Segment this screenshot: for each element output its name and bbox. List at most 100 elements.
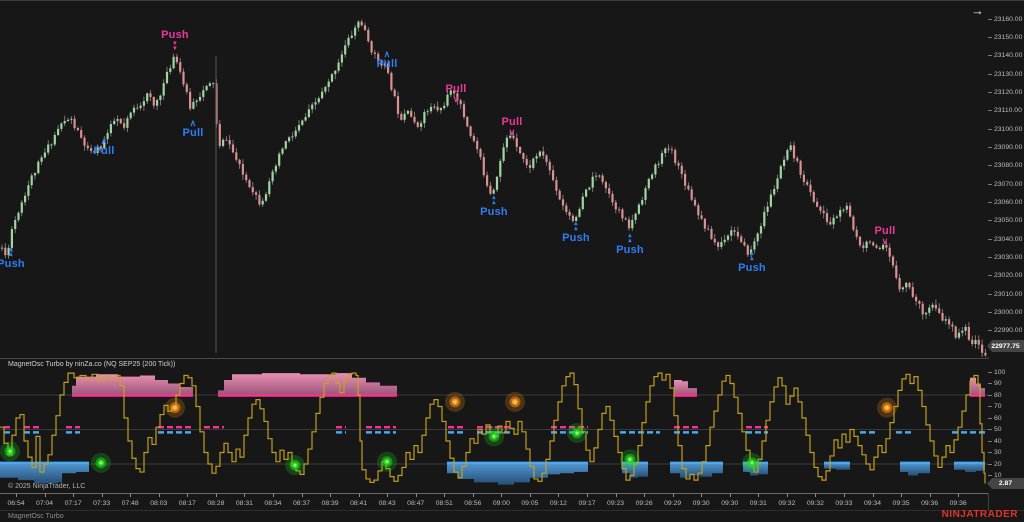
price-tick-label: 23060.00 bbox=[988, 199, 1024, 207]
time-tick bbox=[729, 493, 731, 497]
price-tick-label: 23110.00 bbox=[988, 107, 1024, 115]
oversold-line bbox=[900, 461, 930, 465]
price-tick-label: 23130.00 bbox=[988, 70, 1024, 78]
time-tick bbox=[16, 493, 17, 497]
signal-label: Push bbox=[738, 262, 766, 274]
price-tick-label: 23050.00 bbox=[988, 217, 1024, 225]
double-arrow-down-icon: ▾ ▾ bbox=[173, 40, 177, 52]
time-tick bbox=[815, 493, 817, 497]
time-tick-label: 08:43 bbox=[378, 500, 396, 507]
price-tick-label: 23100.00 bbox=[988, 125, 1024, 133]
time-tick-label: 09:32 bbox=[806, 500, 824, 507]
time-tick bbox=[786, 493, 788, 497]
overbought-band bbox=[218, 373, 397, 396]
signal-label: Push bbox=[0, 258, 25, 270]
price-tick-label: 23040.00 bbox=[988, 235, 1024, 243]
time-tick-label: 09:23 bbox=[607, 500, 625, 507]
time-tick-label: 07:17 bbox=[64, 500, 82, 507]
oversold-line bbox=[447, 461, 588, 465]
oversold-band bbox=[900, 462, 930, 476]
time-tick-label: 09:33 bbox=[835, 500, 853, 507]
time-tick bbox=[587, 493, 588, 497]
green-signal-dot bbox=[484, 426, 504, 447]
chevron-up-icon: ∧ bbox=[189, 118, 197, 128]
pull-signal: Pull ∨ bbox=[501, 116, 523, 137]
price-tick-label: 23160.00 bbox=[988, 15, 1024, 23]
indicator-label: MagnetOsc Turbo by ninZa.co (NQ SEP25 (2… bbox=[8, 361, 176, 368]
time-tick-label: 09:29 bbox=[664, 500, 682, 507]
time-tick-label: 09:34 bbox=[863, 500, 882, 507]
signal-label: Pull bbox=[501, 116, 523, 128]
overbought-band bbox=[674, 380, 697, 396]
green-signal-dot bbox=[620, 449, 640, 470]
copyright-text: © 2025 NinjaTrader, LLC bbox=[8, 483, 86, 490]
chevron-up-icon: ∧ bbox=[383, 49, 391, 59]
push-signal: ▴▴Push bbox=[616, 233, 644, 256]
price-axis[interactable]: 23160.00 23150.00 23140.00 23130.00 23120.00… bbox=[988, 1, 1024, 357]
oscillator-tick-label: 70 bbox=[988, 403, 1024, 411]
double-arrow-up-icon: ▴ ▴ bbox=[750, 250, 754, 262]
double-arrow-up-icon: ▴ ▴ bbox=[9, 246, 13, 258]
time-tick bbox=[73, 493, 75, 497]
time-tick bbox=[644, 493, 646, 497]
time-tick bbox=[929, 493, 931, 497]
candles bbox=[0, 19, 987, 357]
time-tick bbox=[387, 493, 389, 497]
oscillator-tick-label: 60 bbox=[988, 414, 1024, 422]
oversold-line bbox=[670, 461, 723, 465]
overbought-line bbox=[72, 394, 193, 397]
time-tick-label: 08:51 bbox=[435, 500, 453, 507]
time-tick bbox=[701, 493, 703, 497]
overbought-line bbox=[674, 394, 697, 397]
candlestick-chart[interactable] bbox=[0, 1, 988, 357]
chevron-down-icon: ∨ bbox=[508, 127, 516, 137]
oscillator-tick-label: 20 bbox=[988, 460, 1024, 468]
overbought-line bbox=[970, 394, 985, 397]
time-tick-label: 08:39 bbox=[321, 500, 339, 507]
orange-signal-dot bbox=[445, 391, 465, 412]
time-tick bbox=[244, 493, 246, 497]
time-tick-label: 09:30 bbox=[692, 500, 710, 507]
indicator-tab[interactable]: MagnetOsc Turbo bbox=[8, 513, 64, 520]
time-tick-label: 07:48 bbox=[121, 500, 139, 507]
price-tick-label: 23090.00 bbox=[988, 143, 1024, 151]
panel-separator[interactable] bbox=[0, 358, 988, 359]
green-signal-dot bbox=[567, 422, 587, 443]
oscillator-chart[interactable] bbox=[0, 359, 988, 494]
time-tick-label: 09:36 bbox=[921, 500, 939, 507]
oversold-band bbox=[670, 462, 723, 478]
time-tick bbox=[44, 493, 46, 497]
go-to-latest-icon[interactable]: → bbox=[971, 3, 984, 18]
time-tick bbox=[672, 493, 674, 497]
price-tick-label: 23150.00 bbox=[988, 33, 1024, 41]
oscillator-axis[interactable]: 100 90 80 70 60 50 40 30 20 10 bbox=[988, 359, 1024, 493]
orange-signal-dot bbox=[877, 397, 897, 418]
signal-label: Pull bbox=[874, 225, 896, 237]
time-tick-label: 09:00 bbox=[492, 500, 510, 507]
time-tick-label: 09:35 bbox=[892, 500, 910, 507]
green-signal-dot bbox=[91, 452, 111, 473]
time-tick bbox=[301, 493, 303, 497]
double-arrow-up-icon: ▴ ▴ bbox=[628, 232, 632, 244]
time-tick-label: 09:36 bbox=[949, 500, 967, 507]
time-tick-label: 09:30 bbox=[721, 500, 739, 507]
time-tick-label: 09:12 bbox=[549, 500, 567, 507]
push-signal: ▴▴Push bbox=[738, 251, 766, 274]
overbought-band bbox=[970, 377, 985, 396]
overbought-band bbox=[72, 374, 193, 396]
push-signal: ▴▴Push bbox=[562, 221, 590, 244]
time-tick bbox=[529, 493, 531, 497]
time-tick-label: 08:41 bbox=[350, 500, 368, 507]
oversold-band bbox=[954, 462, 985, 473]
time-tick bbox=[615, 493, 617, 497]
oversold-line bbox=[622, 461, 648, 465]
oversold-band bbox=[0, 462, 89, 484]
pull-signal: ∧ Pull bbox=[376, 49, 398, 71]
pull-signal: ∧ Pull bbox=[94, 136, 115, 158]
chevron-up-icon: ∧ bbox=[100, 136, 108, 146]
price-tick-label: 23080.00 bbox=[988, 162, 1024, 170]
signal-label: Pull bbox=[376, 58, 398, 70]
time-tick bbox=[158, 493, 160, 497]
green-signal-dot bbox=[285, 455, 305, 476]
oversold-band bbox=[622, 462, 648, 478]
